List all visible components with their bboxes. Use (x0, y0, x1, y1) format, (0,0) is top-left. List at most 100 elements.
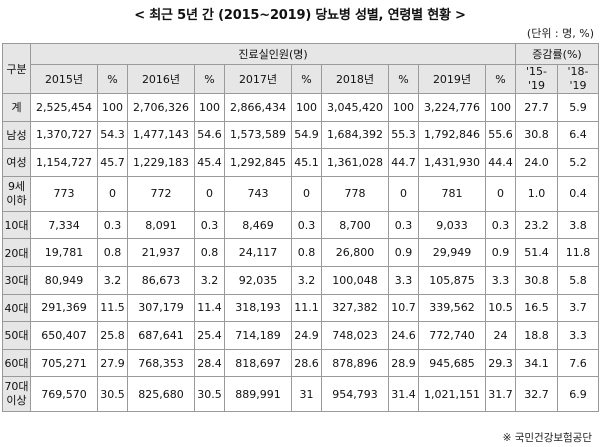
table-cell: 18.8 (515, 321, 558, 350)
table-cell: 714,189 (224, 321, 292, 350)
table-cell: 6.9 (557, 376, 599, 413)
table-cell: 0.8 (291, 238, 322, 267)
table-cell: 26,800 (321, 238, 389, 267)
table-cell: 51.4 (515, 238, 558, 267)
table-cell: 11.5 (97, 293, 128, 323)
table-cell: 5.8 (557, 265, 599, 295)
table-cell: 10.7 (388, 293, 419, 323)
table-cell: 24,117 (224, 238, 292, 267)
header-year: 2017년 (224, 64, 292, 94)
source-note: ※ 국민건강보험공단 (502, 432, 592, 444)
table-cell: 1,292,845 (224, 148, 292, 177)
table-cell: 748,023 (321, 321, 389, 350)
table-cell: 687,641 (127, 321, 195, 350)
table-cell: 92,035 (224, 265, 292, 295)
table-cell: 3.2 (194, 265, 225, 295)
row-label: 60대 (2, 348, 31, 378)
table-cell: 0.3 (485, 210, 516, 240)
row-label: 20대 (2, 238, 31, 267)
table-cell: 773 (30, 175, 98, 212)
table-cell: 5.2 (557, 148, 599, 177)
table-cell: 23.2 (515, 210, 558, 240)
table-cell: 1,792,846 (418, 120, 486, 150)
header-year: 2015년 (30, 64, 98, 94)
table-cell: 100 (485, 93, 516, 122)
table-cell: 24.9 (291, 321, 322, 350)
table-cell: 28.9 (388, 348, 419, 378)
table-cell: 772,740 (418, 321, 486, 350)
table-cell: 11.1 (291, 293, 322, 323)
table-cell: 889,991 (224, 376, 292, 413)
table-cell: 25.4 (194, 321, 225, 350)
table-cell: 307,179 (127, 293, 195, 323)
table-row: 70대 이상 769,570 30.5 825,680 30.5 889,991 31 954,… (2, 376, 599, 413)
table-cell: 0 (291, 175, 322, 212)
header-pct: % (194, 64, 225, 94)
table-cell: 3.3 (485, 265, 516, 295)
table-cell: 1,370,727 (30, 120, 98, 150)
table-cell: 0.8 (97, 238, 128, 267)
row-label: 9세 이하 (2, 175, 31, 212)
table-cell: 0.8 (194, 238, 225, 267)
row-label: 10대 (2, 210, 31, 240)
table-cell: 7,334 (30, 210, 98, 240)
table-cell: 45.4 (194, 148, 225, 177)
table-cell: 100 (291, 93, 322, 122)
header-patients-group: 진료실인원(명) (30, 43, 516, 65)
table-cell: 3,224,776 (418, 93, 486, 122)
header-pct: % (97, 64, 128, 94)
table-cell: 1,684,392 (321, 120, 389, 150)
table-cell: 1.0 (515, 175, 558, 212)
table-cell: 30.8 (515, 265, 558, 295)
table-cell: 80,949 (30, 265, 98, 295)
table-cell: 28.6 (291, 348, 322, 378)
table-cell: 291,369 (30, 293, 98, 323)
table-row: 60대 705,271 27.9 768,353 28.4 818,697 28.6 878,… (2, 348, 599, 378)
table-cell: 55.6 (485, 120, 516, 150)
table-cell: 743 (224, 175, 292, 212)
table-cell: 769,570 (30, 376, 98, 413)
table-cell: 21,937 (127, 238, 195, 267)
table-cell: 0 (97, 175, 128, 212)
table-cell: 29,949 (418, 238, 486, 267)
table-cell: 27.9 (97, 348, 128, 378)
table-cell: 32.7 (515, 376, 558, 413)
table-cell: 781 (418, 175, 486, 212)
header-year: 2018년 (321, 64, 389, 94)
table-cell: 318,193 (224, 293, 292, 323)
table-cell: 24.6 (388, 321, 419, 350)
unit-note: (단위 : 명, %) (526, 27, 594, 40)
diabetes-table: 구분 진료실인원(명) 증감률(%) 2015년 % 2016년 % 2017년… (2, 43, 599, 413)
table-cell: 0.3 (97, 210, 128, 240)
table-cell: 0.3 (388, 210, 419, 240)
table-cell: 29.3 (485, 348, 516, 378)
table-cell: 0 (388, 175, 419, 212)
table-cell: 28.4 (194, 348, 225, 378)
table-row: 10대 7,334 0.3 8,091 0.3 8,469 0.3 8,700 0.3 9,033… (2, 210, 599, 240)
table-cell: 7.6 (557, 348, 599, 378)
row-label: 40대 (2, 293, 31, 323)
table-row: 9세 이하 773 0 772 0 743 0 778 0 781 0 1.0 0.4 (2, 175, 599, 212)
table-cell: 11.4 (194, 293, 225, 323)
table-cell: 2,706,326 (127, 93, 195, 122)
table-cell: 54.3 (97, 120, 128, 150)
header-change-15-19-label: '15- '19 (526, 65, 547, 93)
table-cell: 6.4 (557, 120, 599, 150)
table-cell: 105,875 (418, 265, 486, 295)
table-cell: 16.5 (515, 293, 558, 323)
table-cell: 100 (97, 93, 128, 122)
table-cell: 825,680 (127, 376, 195, 413)
table-cell: 10.5 (485, 293, 516, 323)
table-cell: 0.9 (388, 238, 419, 267)
table-cell: 3,045,420 (321, 93, 389, 122)
header-year: 2016년 (127, 64, 195, 94)
table-cell: 0.9 (485, 238, 516, 267)
table-cell: 19,781 (30, 238, 98, 267)
table-cell: 30.5 (97, 376, 128, 413)
row-label: 70대 이상 (2, 376, 31, 413)
table-cell: 8,091 (127, 210, 195, 240)
table-cell: 31 (291, 376, 322, 413)
table-cell: 8,469 (224, 210, 292, 240)
table-cell: 1,477,143 (127, 120, 195, 150)
table-cell: 772 (127, 175, 195, 212)
